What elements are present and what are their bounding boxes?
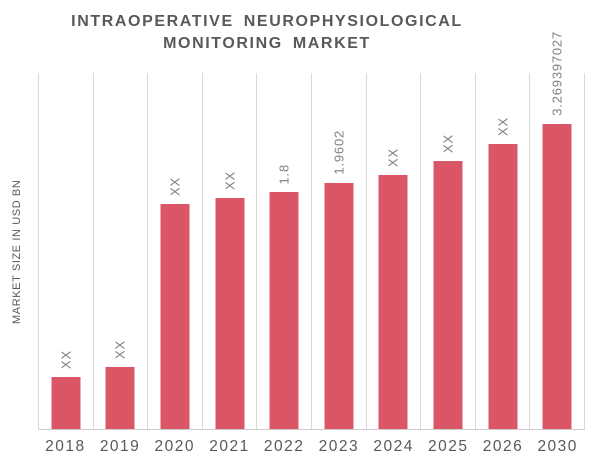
bar-value-label-2026: XX <box>495 117 511 136</box>
y-axis-label: MARKET SIZE IN USD BN <box>11 179 23 324</box>
plot-column-2020: XX <box>148 73 203 429</box>
plot-column-2018: XX <box>39 73 94 429</box>
bar-2021 <box>215 198 245 429</box>
x-tick-label-2021: 2021 <box>209 438 250 455</box>
bar-2026 <box>488 144 518 429</box>
bar-2025 <box>433 161 463 429</box>
plot-area: XX XX XX XX 1.8 1.9602 XX XX XX 3.269397027 <box>38 31 585 430</box>
plot-column-2026: XX <box>476 73 531 429</box>
plot-column-2023: 1.9602 <box>312 73 367 429</box>
plot-column-2019: XX <box>94 73 149 429</box>
bar-value-label-2020: XX <box>167 177 183 196</box>
bar-value-label-2024: XX <box>385 148 401 167</box>
bar-value-label-2025: XX <box>440 134 456 153</box>
x-tick-label-2025: 2025 <box>428 438 469 455</box>
bar-value-label-2019: XX <box>112 340 128 359</box>
bar-2018 <box>51 377 81 429</box>
plot-column-2030: 3.269397027 <box>530 31 585 429</box>
x-axis: 2018 2019 2020 2021 2022 2023 2024 2025 2026 2030 <box>38 438 585 456</box>
x-tick-label-2022: 2022 <box>263 438 305 455</box>
bar-value-label-2021: XX <box>222 171 238 190</box>
bar-value-label-2030: 3.269397027 <box>549 31 565 116</box>
x-tick-label-2023: 2023 <box>318 438 360 455</box>
plot-column-2021: XX <box>203 73 258 429</box>
x-tick-label-2024: 2024 <box>373 438 414 455</box>
bar-value-label-2023: 1.9602 <box>331 130 347 175</box>
x-tick-label-2020: 2020 <box>154 438 195 455</box>
x-tick-label-2018: 2018 <box>45 438 86 455</box>
x-tick-label-2026: 2026 <box>482 438 524 455</box>
chart-title: INTRAOPERATIVE NEUROPHYSIOLOGICAL MONITO… <box>0 11 534 55</box>
plot-column-2025: XX <box>421 73 476 429</box>
bar-2030 <box>542 124 572 429</box>
bar-2022 <box>269 192 299 429</box>
bar-2023 <box>324 183 354 429</box>
bar-2020 <box>160 204 190 429</box>
plot-column-2022: 1.8 <box>257 73 312 429</box>
plot-column-2024: XX <box>367 73 422 429</box>
bar-value-label-2018: XX <box>58 350 74 369</box>
bar-2024 <box>378 175 408 429</box>
x-tick-label-2019: 2019 <box>99 438 141 455</box>
bar-value-label-2022: 1.8 <box>276 163 292 184</box>
chart-title-line-1: INTRAOPERATIVE NEUROPHYSIOLOGICAL <box>71 13 463 30</box>
x-tick-label-2030: 2030 <box>537 438 578 455</box>
chart-title-line-2: MONITORING MARKET <box>163 35 371 52</box>
bar-2019 <box>105 367 135 429</box>
